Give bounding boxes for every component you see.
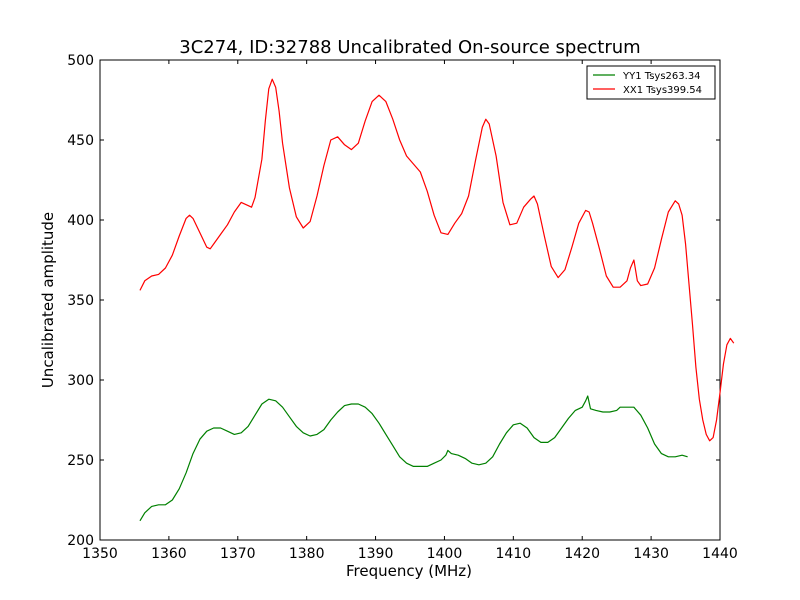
- legend-label: XX1 Tsys399.54: [623, 85, 702, 96]
- x-tick-label: 1350: [82, 546, 118, 562]
- legend-box: [586, 65, 716, 100]
- y-tick-label: 200: [67, 533, 94, 549]
- series-layer: [139, 78, 735, 522]
- y-tick-label: 400: [67, 213, 94, 229]
- x-axis-label: Frequency (MHz): [346, 562, 472, 580]
- y-tick-label: 250: [67, 453, 94, 469]
- x-tick-label: 1370: [220, 546, 256, 562]
- x-tick-label: 1420: [564, 546, 600, 562]
- series-line-xx1: [139, 78, 735, 442]
- y-tick-label: 350: [67, 293, 94, 309]
- x-tick-label: 1440: [702, 546, 738, 562]
- legend-label: YY1 Tsys263.34: [622, 71, 701, 82]
- y-axis-label: Uncalibrated amplitude: [39, 212, 57, 388]
- series-line-yy1: [139, 395, 688, 522]
- legend: YY1 Tsys263.34 XX1 Tsys399.54: [586, 65, 716, 100]
- axis-ticks: 1350 1360 1370 1380 1390 1400 1410 1420 1430 1440…: [67, 53, 738, 562]
- x-tick-label: 1390: [358, 546, 394, 562]
- y-tick-label: 300: [67, 373, 94, 389]
- chart-title: 3C274, ID:32788 Uncalibrated On-source s…: [179, 37, 640, 58]
- x-tick-label: 1410: [496, 546, 532, 562]
- x-tick-label: 1430: [633, 546, 669, 562]
- x-tick-label: 1400: [427, 546, 463, 562]
- x-tick-label: 1360: [151, 546, 187, 562]
- y-tick-label: 500: [67, 53, 94, 69]
- x-tick-label: 1380: [289, 546, 325, 562]
- y-tick-label: 450: [67, 133, 94, 149]
